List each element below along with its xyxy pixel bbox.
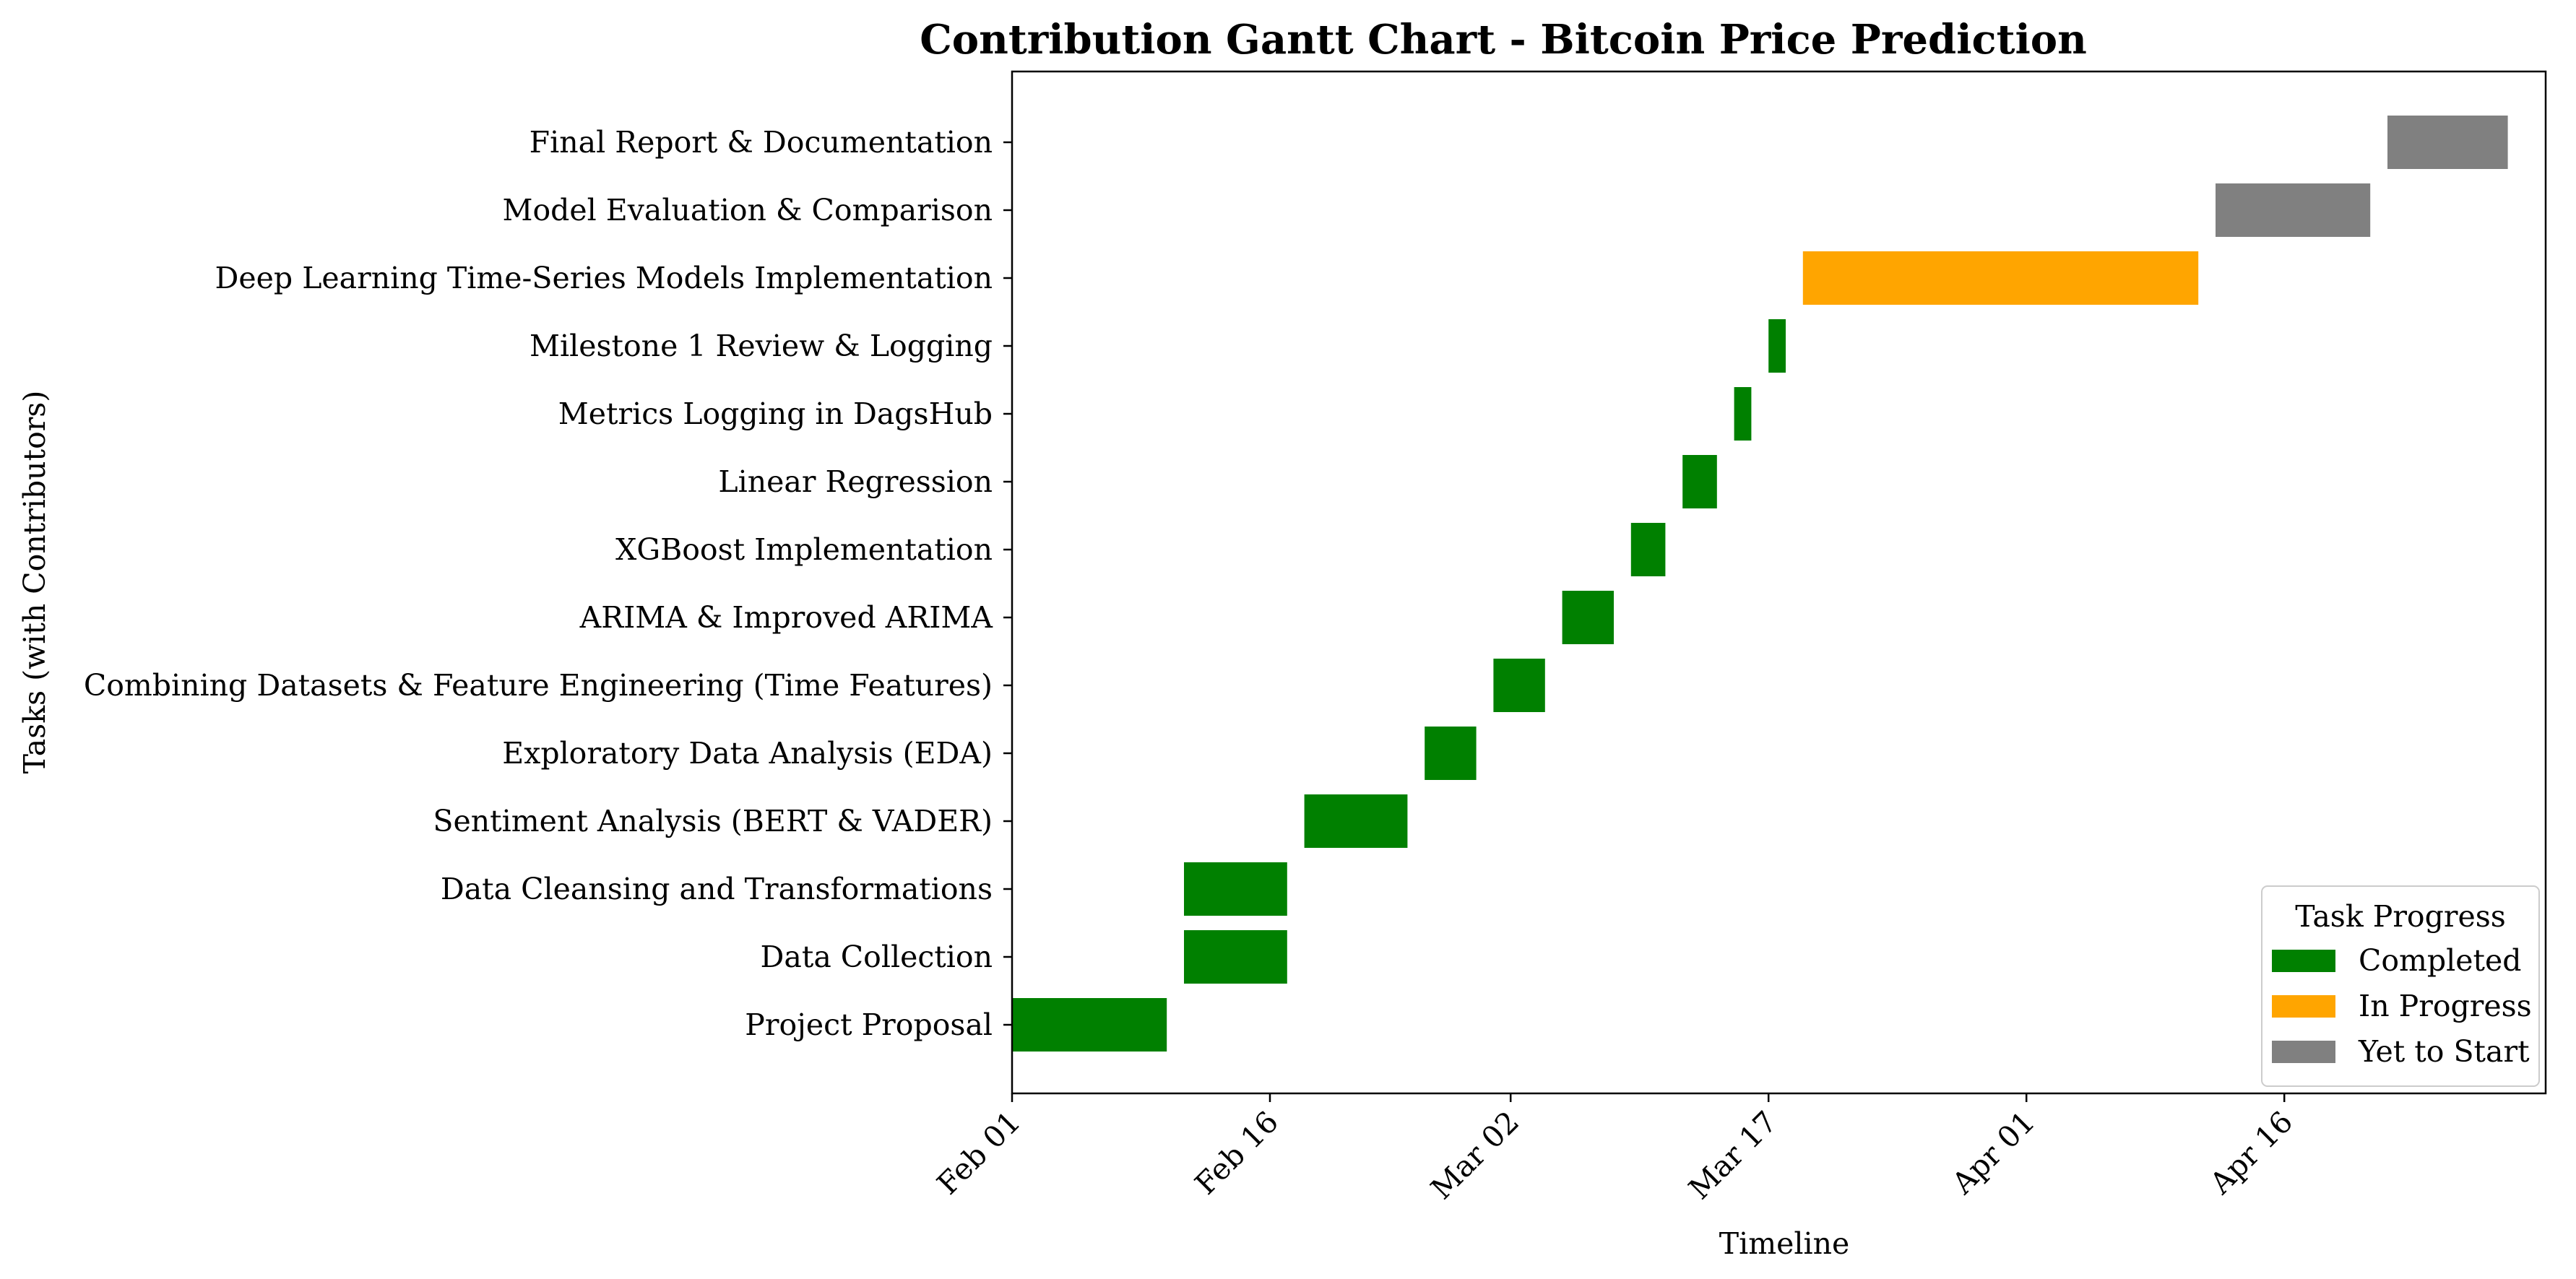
y-tick-label: Metrics Logging in DagsHub bbox=[558, 396, 993, 431]
y-tick-label: Data Cleansing and Transformations bbox=[441, 872, 993, 906]
x-axis-ticks: Feb 01 Feb 16 Mar 02 Mar 17 Apr 01 Apr 16 bbox=[930, 1093, 2299, 1206]
legend-label-completed: Completed bbox=[2359, 943, 2522, 978]
bar-sentiment-analysis-bert-vader bbox=[1304, 794, 1408, 848]
bars-group bbox=[1012, 116, 2508, 1052]
bar-milestone-1-review-logging bbox=[1768, 319, 1786, 373]
bar-linear-regression bbox=[1682, 455, 1717, 508]
y-tick-label: Data Collection bbox=[761, 940, 993, 974]
y-tick-label: Milestone 1 Review & Logging bbox=[530, 329, 993, 363]
legend-entries: Completed In Progress Yet to Start bbox=[2272, 943, 2532, 1069]
bar-data-cleansing-and-transformations bbox=[1184, 862, 1287, 916]
bar-project-proposal bbox=[1012, 998, 1167, 1052]
legend: Task Progress Completed In Progress Yet to… bbox=[2261, 885, 2540, 1087]
y-axis-label: Tasks (with Contributors) bbox=[17, 391, 52, 774]
x-tick-label: Mar 02 bbox=[1424, 1104, 1526, 1206]
y-axis-ticks: Project Proposal Data Collection Data Clea… bbox=[84, 125, 1012, 1042]
legend-swatch-completed bbox=[2272, 950, 2335, 972]
bar-final-report-documentation bbox=[2387, 116, 2508, 169]
x-tick-label: Apr 01 bbox=[1945, 1104, 2041, 1201]
bar-combining-datasets-feature-engineering-time-features bbox=[1493, 659, 1545, 712]
chart-title: Contribution Gantt Chart - Bitcoin Price… bbox=[920, 16, 2087, 64]
legend-swatch-in-progress bbox=[2272, 995, 2335, 1018]
legend-label-in-progress: In Progress bbox=[2359, 989, 2532, 1023]
y-tick-label: Combining Datasets & Feature Engineering… bbox=[84, 668, 993, 703]
y-tick-label: Project Proposal bbox=[745, 1007, 993, 1042]
bar-arima-improved-arima bbox=[1562, 591, 1614, 644]
x-tick-label: Feb 01 bbox=[930, 1104, 1027, 1201]
y-tick-label: ARIMA & Improved ARIMA bbox=[579, 600, 994, 635]
bar-xgboost-implementation bbox=[1630, 523, 1666, 576]
y-tick-label: Linear Regression bbox=[718, 464, 993, 499]
plot-frame bbox=[1011, 70, 2547, 1095]
y-tick-label: Model Evaluation & Comparison bbox=[502, 193, 993, 227]
bar-model-evaluation-comparison bbox=[2216, 183, 2371, 237]
legend-label-yet-to-start: Yet to Start bbox=[2358, 1034, 2530, 1069]
y-tick-label: XGBoost Implementation bbox=[615, 532, 993, 567]
legend-title: Task Progress bbox=[2295, 899, 2506, 934]
x-tick-label: Mar 17 bbox=[1682, 1104, 1784, 1206]
legend-swatch-yet-to-start bbox=[2272, 1041, 2335, 1063]
x-tick-label: Feb 16 bbox=[1188, 1104, 1285, 1201]
x-tick-label: Apr 16 bbox=[2203, 1104, 2299, 1201]
bar-deep-learning-time-series-models-implementation bbox=[1802, 251, 2199, 305]
bar-exploratory-data-analysis-eda bbox=[1425, 727, 1477, 780]
y-tick-label: Final Report & Documentation bbox=[530, 125, 993, 160]
x-axis-label: Timeline bbox=[1719, 1226, 1850, 1261]
y-tick-label: Deep Learning Time-Series Models Impleme… bbox=[215, 261, 993, 295]
bar-data-collection bbox=[1184, 930, 1287, 984]
y-tick-label: Exploratory Data Analysis (EDA) bbox=[502, 736, 993, 771]
bar-metrics-logging-in-dagshub bbox=[1734, 387, 1752, 441]
y-tick-label: Sentiment Analysis (BERT & VADER) bbox=[433, 804, 993, 838]
legend-box bbox=[2261, 885, 2540, 1087]
